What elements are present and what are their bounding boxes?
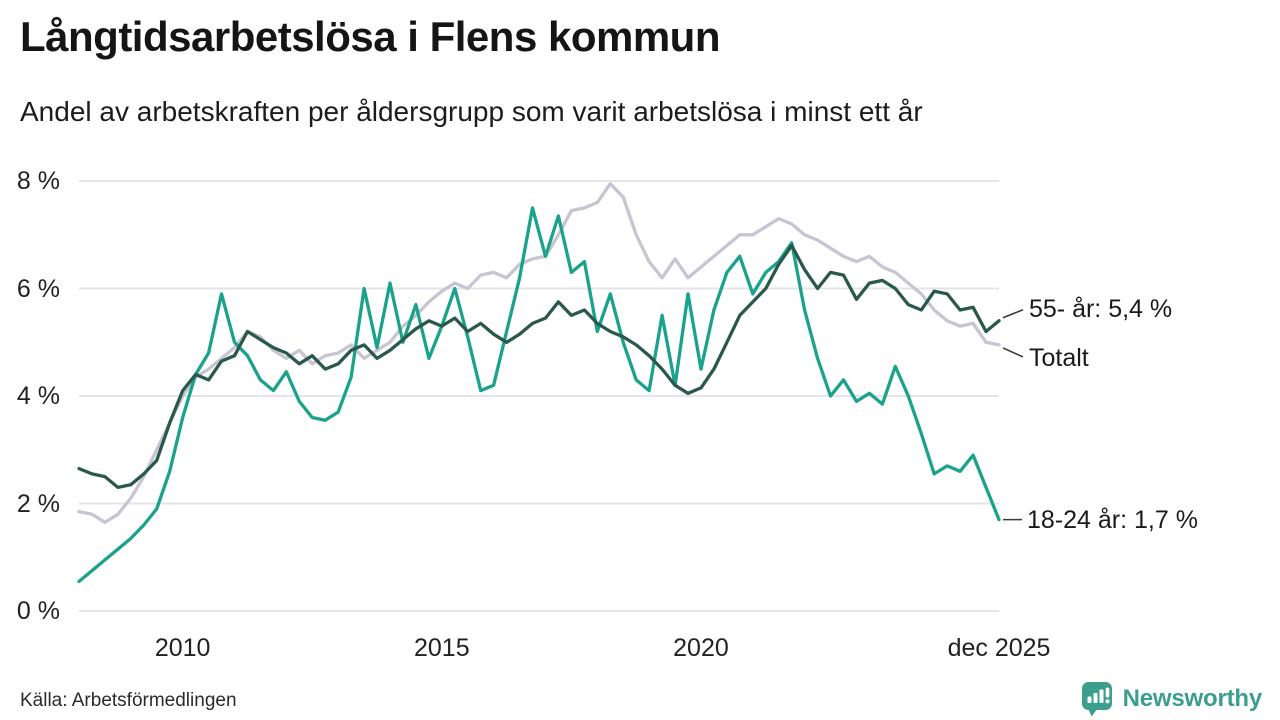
y-axis-tick-label: 2 % (16, 489, 60, 518)
series-end-label-55-r: 55- år: 5,4 % (1029, 294, 1173, 323)
y-axis-tick-label: 0 % (16, 597, 60, 625)
series-end-label-totalt: Totalt (1029, 343, 1089, 372)
series-line-55-r (77, 243, 1001, 490)
newsworthy-logo-icon (1081, 682, 1112, 717)
label-connector (1002, 347, 1024, 358)
y-axis-tick-label: 6 % (16, 274, 60, 303)
brand-name: Newsworthy (1122, 685, 1263, 712)
source-note: Källa: Arbetsförmedlingen (20, 690, 237, 711)
x-axis-tick-label: dec 2025 (947, 634, 1051, 662)
series-line-18-24-r (77, 206, 1001, 584)
brand-lockup: Newsworthy (1081, 681, 1262, 717)
x-axis-tick-label: 2020 (673, 634, 729, 662)
y-axis-tick-label: 4 % (16, 382, 60, 410)
label-connector (1002, 309, 1024, 319)
x-axis-tick-label: 2010 (154, 634, 211, 662)
series-line-totalt (77, 182, 1001, 524)
page-title: Långtidsarbetslösa i Flens kommun (20, 13, 720, 60)
series-end-label-18-24-r: 18-24 år: 1,7 % (1027, 505, 1198, 534)
x-axis-tick-label: 2015 (414, 634, 470, 662)
chart-subtitle: Andel av arbetskraften per åldersgrupp s… (20, 96, 923, 127)
y-axis-tick-label: 8 % (16, 167, 60, 195)
